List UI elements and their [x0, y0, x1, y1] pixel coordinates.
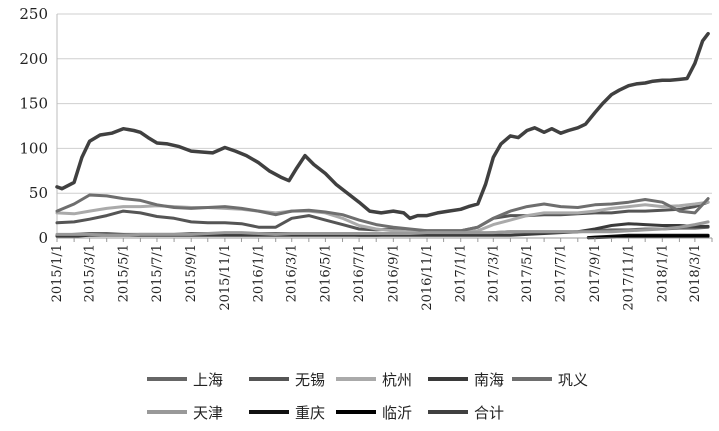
x-tick-label: 2017/3/1	[486, 244, 501, 302]
y-tick-label: 150	[19, 95, 48, 113]
y-tick-label: 0	[38, 229, 48, 247]
legend-label: 合计	[474, 404, 504, 422]
x-tick-label: 2018/3/1	[688, 244, 703, 302]
x-tick-label: 2017/5/1	[520, 244, 535, 302]
legend-label: 天津	[193, 404, 223, 422]
series-line-4	[55, 193, 710, 233]
x-tick-label: 2017/9/1	[588, 244, 603, 302]
x-axis: 2015/1/1 2015/3/1 2015/5/1 2015/7/1 2015/9/1…	[50, 237, 713, 311]
x-tick-label: 2015/11/1	[218, 244, 233, 311]
series-lines	[55, 31, 710, 240]
legend-label: 杭州	[382, 371, 412, 389]
x-tick-label: 2015/3/1	[83, 244, 98, 302]
x-tick-label: 2015/5/1	[116, 244, 131, 302]
x-tick-label: 2015/7/1	[150, 244, 165, 302]
y-tick-label: 50	[29, 184, 48, 202]
x-tick-label: 2016/3/1	[285, 244, 300, 302]
x-tick-label: 2016/1/1	[252, 244, 267, 302]
legend-label: 巩义	[558, 371, 588, 389]
y-tick-label: 200	[19, 50, 48, 68]
legend-label: 南海	[474, 371, 504, 389]
legend-label: 临沂	[382, 404, 412, 422]
legend-label: 上海	[193, 371, 223, 389]
y-tick-label: 250	[19, 5, 48, 23]
legend-label: 重庆	[295, 404, 325, 422]
x-tick-label: 2016/7/1	[352, 244, 367, 302]
series-line-8	[55, 31, 710, 221]
y-tick-label: 100	[19, 139, 48, 157]
x-tick-label: 2017/1/1	[454, 244, 469, 302]
legend-label: 无锡	[295, 371, 325, 389]
grid-lines	[57, 13, 712, 194]
x-tick-label: 2015/1/1	[50, 244, 65, 302]
x-tick-label: 2017/7/1	[554, 244, 569, 302]
y-axis: 0 50 100 150 200 250	[19, 5, 58, 247]
series-line-5	[55, 220, 710, 237]
x-tick-label: 2015/9/1	[184, 244, 199, 302]
series-line-7	[586, 234, 710, 240]
x-tick-label: 2017/11/1	[622, 244, 637, 311]
x-tick-label: 2016/11/1	[420, 244, 435, 311]
x-tick-label: 2016/5/1	[318, 244, 333, 302]
x-tick-label: 2018/1/1	[655, 244, 670, 302]
x-tick-label: 2016/9/1	[386, 244, 401, 302]
